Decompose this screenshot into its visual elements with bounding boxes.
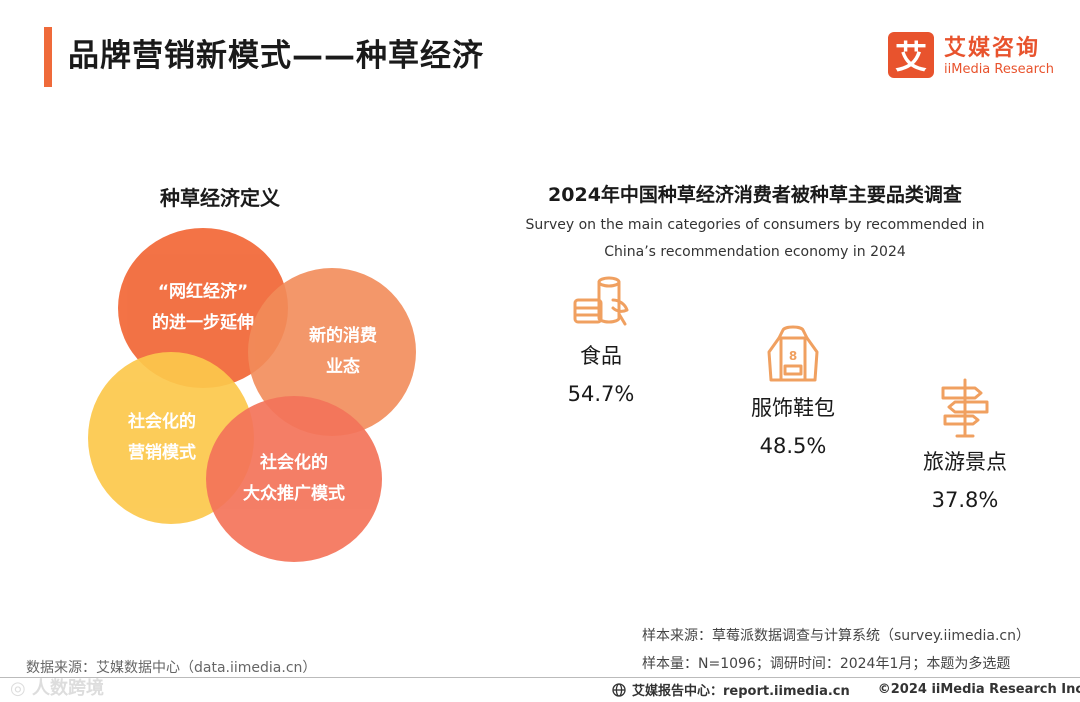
category-travel: 旅游景点 37.8% (900, 376, 1030, 512)
footer-divider (0, 677, 1080, 678)
svg-text:8: 8 (789, 349, 797, 363)
category-name: 服饰鞋包 (751, 396, 835, 420)
category-apparel: 8 服饰鞋包 48.5% (728, 322, 858, 458)
data-source: 数据来源：艾媒数据中心（data.iimedia.cn） (26, 660, 317, 676)
survey-title: 2024年中国种草经济消费者被种草主要品类调查 (548, 184, 962, 206)
circle-line: 社会化的 (128, 412, 196, 433)
logo-name-en: iiMedia Research (944, 62, 1055, 77)
category-value: 48.5% (759, 434, 827, 458)
circle-line: 社会化的 (260, 453, 328, 474)
circle-line: “网红经济” (157, 282, 249, 303)
hoodie-icon: 8 (767, 325, 819, 382)
food-can-icon (573, 276, 629, 326)
globe-icon (612, 682, 626, 697)
category-food: 食品 54.7% (536, 270, 666, 406)
footer-report-center[interactable]: 艾媒报告中心：report.iimedia.cn (632, 684, 850, 699)
circle-line: 营销模式 (128, 443, 196, 463)
category-value: 37.8% (931, 488, 999, 512)
footer-copyright: ©2024 iiMedia Research Inc (877, 682, 1080, 697)
category-name: 食品 (580, 344, 622, 368)
signpost-icon (941, 378, 989, 438)
sample-notes: 样本来源：草莓派数据调查与计算系统（survey.iimedia.cn） 样本量… (642, 622, 1030, 678)
category-name: 旅游景点 (923, 450, 1007, 474)
definition-title: 种草经济定义 (160, 186, 280, 210)
sample-source: 样本来源：草莓派数据调查与计算系统（survey.iimedia.cn） (642, 628, 1030, 644)
iimedia-logo: 艾 艾媒咨询 iiMedia Research (888, 30, 1068, 82)
circle-line: 大众推广模式 (243, 484, 345, 504)
survey-subtitle-line: China’s recommendation economy in 2024 (604, 244, 906, 260)
survey-subtitle: Survey on the main categories of consume… (510, 212, 1000, 266)
circle-line: 新的消费 (309, 326, 377, 347)
logo-name-cn: 艾媒咨询 (944, 36, 1041, 61)
category-value: 54.7% (567, 382, 635, 406)
sample-size: 样本量：N=1096；调研时间：2024年1月；本题为多选题 (642, 656, 1011, 672)
definition-circle-consumption: 新的消费 业态 (248, 268, 416, 436)
definition-circle-promotion: 社会化的 大众推广模式 (206, 396, 382, 562)
circle-line: 的进一步延伸 (152, 313, 254, 333)
circle-line: 业态 (326, 357, 360, 377)
title-accent-bar (44, 27, 52, 87)
page-title: 品牌营销新模式——种草经济 (68, 38, 484, 74)
survey-subtitle-line: Survey on the main categories of consume… (525, 217, 985, 233)
watermark: ◎ 人数跨境 (10, 678, 104, 699)
logo-mark: 艾 (888, 32, 934, 78)
footer: 艾媒报告中心：report.iimedia.cn ©2024 iiMedia R… (612, 680, 1080, 699)
